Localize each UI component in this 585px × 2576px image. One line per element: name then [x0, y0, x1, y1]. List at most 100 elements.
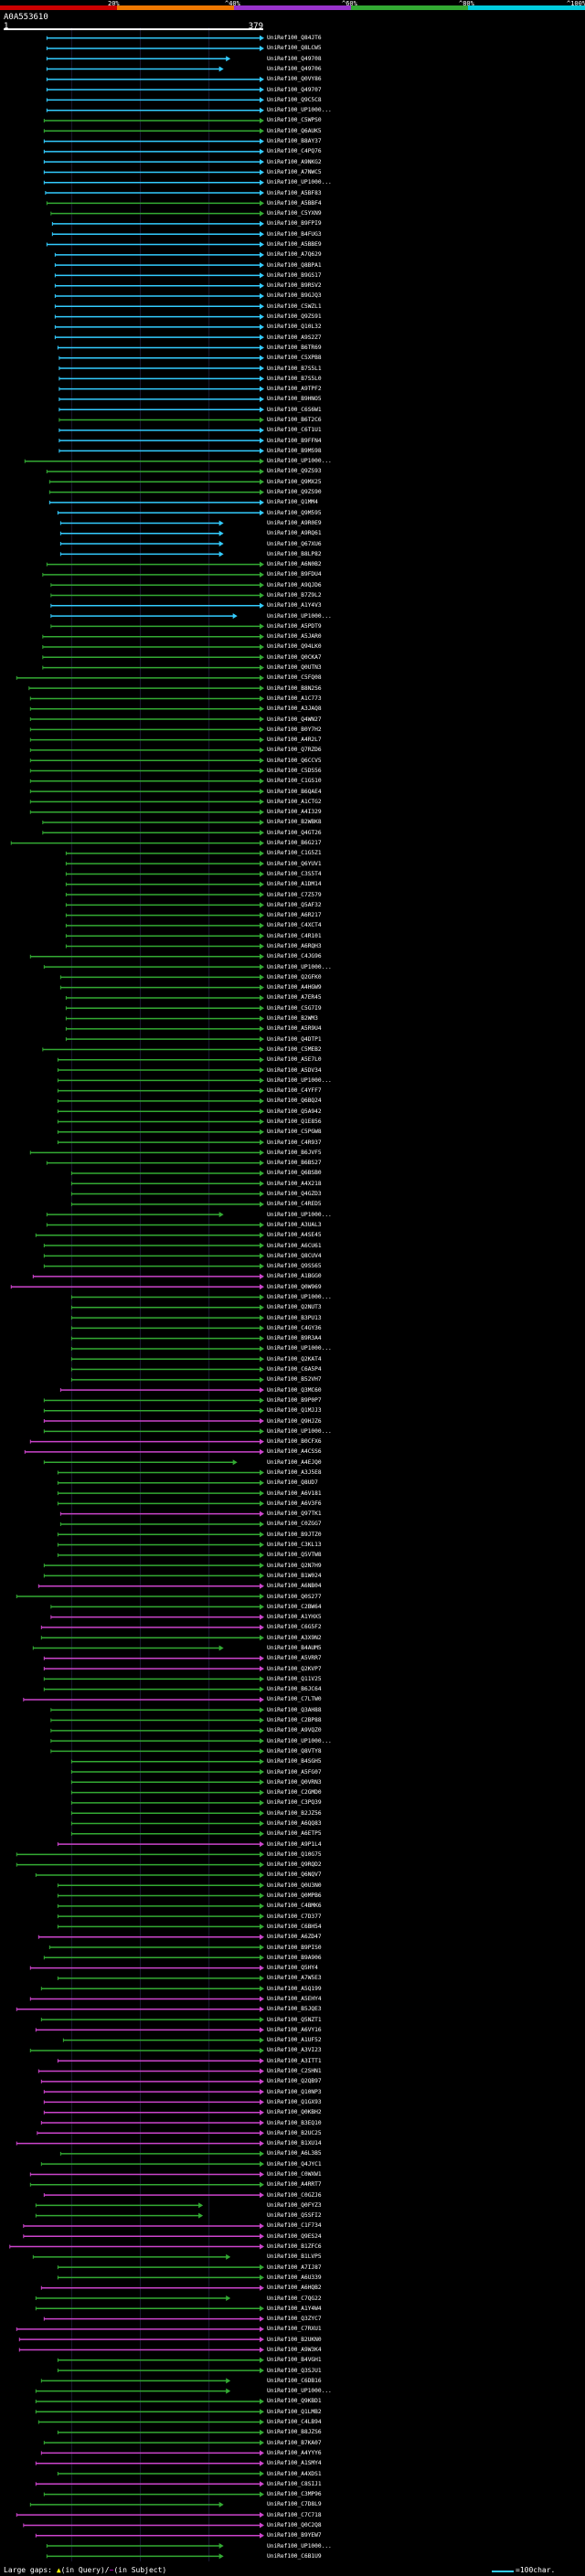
hit-label[interactable]: UniRef100_UP1000...: [267, 963, 332, 970]
hit-label[interactable]: UniRef100_Q0VY86: [267, 76, 322, 83]
hit-label[interactable]: UniRef100_B8N2S6: [267, 684, 322, 692]
hit-label[interactable]: UniRef100_B9RSV2: [267, 282, 322, 290]
hit-label[interactable]: UniRef100_Q9MX25: [267, 478, 322, 485]
hit-label[interactable]: UniRef100_C5WPS0: [267, 117, 322, 124]
hit-label[interactable]: UniRef100_B2WM3: [267, 1015, 318, 1023]
hit-label[interactable]: UniRef100_A4R2L7: [267, 737, 322, 744]
hit-label[interactable]: UniRef100_A6ETP5: [267, 1830, 322, 1838]
hit-label[interactable]: UniRef100_C3KL13: [267, 1542, 322, 1549]
hit-label[interactable]: UniRef100_C5YXN9: [267, 210, 322, 217]
hit-label[interactable]: UniRef100_B9GS17: [267, 271, 322, 279]
hit-label[interactable]: UniRef100_Q6YUV1: [267, 860, 322, 867]
hit-label[interactable]: UniRef100_Q5NZT1: [267, 2016, 322, 2023]
hit-label[interactable]: UniRef100_A5EHY4: [267, 1995, 322, 2002]
hit-label[interactable]: UniRef100_Q3MC60: [267, 1386, 322, 1394]
hit-label[interactable]: UniRef100_A3ITT1: [267, 2057, 322, 2064]
hit-label[interactable]: UniRef100_A7Q629: [267, 251, 322, 259]
hit-label[interactable]: UniRef100_C5PGW8: [267, 1129, 322, 1136]
hit-label[interactable]: UniRef100_Q0CKA7: [267, 653, 322, 661]
hit-label[interactable]: UniRef100_C5DS56: [267, 768, 322, 774]
hit-label[interactable]: UniRef100_A6RQH3: [267, 943, 322, 949]
hit-label[interactable]: UniRef100_UP1000...: [267, 2542, 332, 2549]
hit-label[interactable]: UniRef100_Q3AH88: [267, 1706, 322, 1713]
hit-label[interactable]: UniRef100_B9JTZ0: [267, 1531, 322, 1538]
hit-label[interactable]: UniRef100_B52VH7: [267, 1376, 322, 1383]
hit-label[interactable]: UniRef100_UP1000...: [267, 1427, 332, 1435]
hit-label[interactable]: UniRef100_B9FDU4: [267, 571, 322, 578]
hit-label[interactable]: UniRef100_Q4JYC1: [267, 2160, 322, 2168]
hit-label[interactable]: UniRef100_C7C718: [267, 2511, 322, 2518]
hit-label[interactable]: UniRef100_UP1000...: [267, 1294, 332, 1300]
hit-label[interactable]: UniRef100_C1GS10: [267, 778, 322, 785]
hit-label[interactable]: UniRef100_B8JZS6: [267, 2429, 322, 2436]
hit-label[interactable]: UniRef100_Q0UTN3: [267, 664, 322, 672]
hit-label[interactable]: UniRef100_A4SE45: [267, 1232, 322, 1239]
hit-label[interactable]: UniRef100_Q67XU6: [267, 540, 322, 547]
hit-label[interactable]: UniRef100_UP1000...: [267, 458, 332, 465]
hit-label[interactable]: UniRef100_Q3ZYC7: [267, 2316, 322, 2323]
hit-label[interactable]: UniRef100_C7QG22: [267, 2295, 322, 2302]
hit-label[interactable]: UniRef100_B6JC64: [267, 1686, 322, 1693]
hit-label[interactable]: UniRef100_UP1000...: [267, 107, 332, 114]
hit-label[interactable]: UniRef100_Q9RQD2: [267, 1861, 322, 1869]
hit-label[interactable]: UniRef100_Q2NUT3: [267, 1304, 322, 1311]
hit-label[interactable]: UniRef100_B8AY37: [267, 138, 322, 145]
hit-label[interactable]: UniRef100_C1G5Z1: [267, 850, 322, 857]
hit-label[interactable]: UniRef100_Q1GX93: [267, 2098, 322, 2105]
hit-label[interactable]: UniRef100_B3PU13: [267, 1314, 322, 1321]
hit-label[interactable]: UniRef100_B9FFN4: [267, 437, 322, 444]
hit-label[interactable]: UniRef100_UP1000...: [267, 1076, 332, 1084]
hit-label[interactable]: UniRef100_C4R101: [267, 932, 322, 939]
hit-label[interactable]: UniRef100_A5BF83: [267, 189, 322, 196]
hit-label[interactable]: UniRef100_Q5SFI2: [267, 2212, 322, 2220]
hit-label[interactable]: UniRef100_C5XPB8: [267, 355, 322, 362]
hit-label[interactable]: UniRef100_A5DV34: [267, 1066, 322, 1074]
hit-label[interactable]: UniRef100_C2GMD0: [267, 1789, 322, 1797]
hit-label[interactable]: UniRef100_A6NB04: [267, 1583, 322, 1590]
hit-label[interactable]: UniRef100_B9A906: [267, 1954, 322, 1961]
hit-label[interactable]: UniRef100_Q9SS65: [267, 1263, 322, 1270]
hit-label[interactable]: UniRef100_B6BS27: [267, 1160, 322, 1167]
hit-label[interactable]: UniRef100_C7D8L9: [267, 2501, 322, 2508]
hit-label[interactable]: UniRef100_A7IJ87: [267, 2263, 322, 2271]
hit-label[interactable]: UniRef100_B5JQE3: [267, 2006, 322, 2013]
hit-label[interactable]: UniRef100_B1XU14: [267, 2140, 322, 2147]
hit-label[interactable]: UniRef100_A7W5E3: [267, 1975, 322, 1982]
hit-label[interactable]: UniRef100_B2UC25: [267, 2129, 322, 2136]
hit-label[interactable]: UniRef100_B9PIS0: [267, 1944, 322, 1951]
hit-label[interactable]: UniRef100_C4R937: [267, 1139, 322, 1146]
hit-label[interactable]: UniRef100_Q0MPB6: [267, 1892, 322, 1900]
hit-label[interactable]: UniRef100_Q0S277: [267, 1593, 322, 1600]
hit-label[interactable]: UniRef100_B6JVF5: [267, 1149, 322, 1156]
hit-label[interactable]: UniRef100_B9R3A4: [267, 1335, 322, 1342]
hit-label[interactable]: UniRef100_C5G7I9: [267, 1004, 322, 1012]
hit-label[interactable]: UniRef100_Q4WN27: [267, 716, 322, 723]
hit-label[interactable]: UniRef100_C4BMK6: [267, 1903, 322, 1910]
hit-label[interactable]: UniRef100_Q1E856: [267, 1118, 322, 1125]
hit-label[interactable]: UniRef100_C5WZL1: [267, 302, 322, 310]
hit-label[interactable]: UniRef100_B1ZFC6: [267, 2243, 322, 2251]
hit-label[interactable]: UniRef100_Q0KBH2: [267, 2109, 322, 2116]
hit-label[interactable]: UniRef100_C0GZJ6: [267, 2191, 322, 2199]
hit-label[interactable]: UniRef100_B0Y7H2: [267, 726, 322, 733]
hit-label[interactable]: UniRef100_Q0U3N0: [267, 1882, 322, 1889]
hit-label[interactable]: UniRef100_Q9HJZ6: [267, 1417, 322, 1425]
hit-label[interactable]: UniRef100_Q3SJU1: [267, 2367, 322, 2374]
hit-label[interactable]: UniRef100_C7Z579: [267, 891, 322, 898]
hit-label[interactable]: UniRef100_A5BBF4: [267, 199, 322, 207]
hit-label[interactable]: UniRef100_Q8BPA1: [267, 261, 322, 269]
hit-label[interactable]: UniRef100_A1SMY4: [267, 2460, 322, 2467]
hit-label[interactable]: UniRef100_A9P1L4: [267, 1840, 322, 1848]
hit-label[interactable]: UniRef100_B2WBK8: [267, 819, 322, 826]
hit-label[interactable]: UniRef100_A1UF52: [267, 2037, 322, 2044]
hit-label[interactable]: UniRef100_Q4DTP1: [267, 1035, 322, 1043]
hit-label[interactable]: UniRef100_Q8CUV4: [267, 1252, 322, 1259]
hit-label[interactable]: UniRef100_Q6AUK5: [267, 127, 322, 134]
hit-label[interactable]: UniRef100_Q6NQV7: [267, 1871, 322, 1879]
hit-label[interactable]: UniRef100_B6TR69: [267, 344, 322, 351]
hit-label[interactable]: UniRef100_A5E7L0: [267, 1056, 322, 1064]
hit-label[interactable]: UniRef100_A6N0B2: [267, 561, 322, 568]
hit-label[interactable]: UniRef100_A9QJD6: [267, 581, 322, 588]
hit-label[interactable]: UniRef100_C4LB94: [267, 2419, 322, 2426]
hit-label[interactable]: UniRef100_A4HGW9: [267, 984, 322, 991]
